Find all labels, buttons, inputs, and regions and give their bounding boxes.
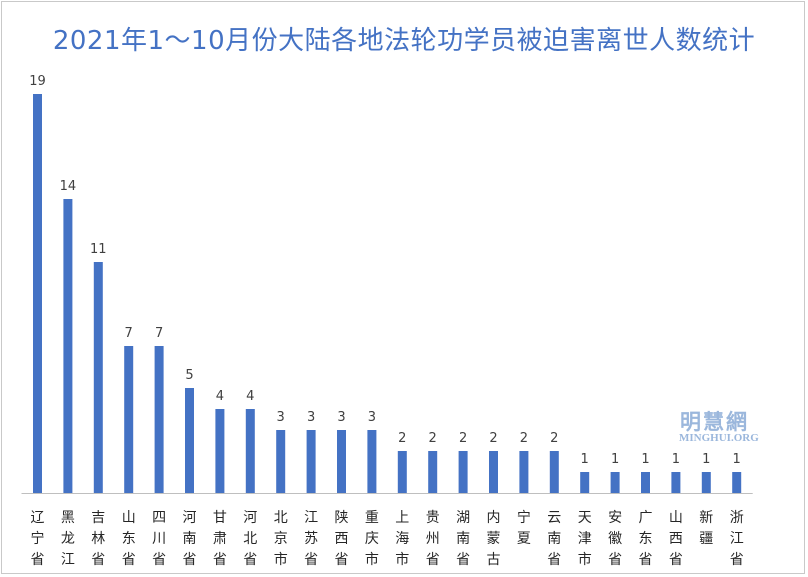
bar-16 [519, 451, 529, 493]
value-label-13: 2 [429, 431, 437, 446]
bar-23 [732, 472, 742, 493]
category-label-13: 贵州省 [426, 510, 440, 568]
value-label-1: 14 [60, 179, 77, 194]
value-label-11: 3 [368, 410, 376, 425]
bar-5 [185, 388, 194, 493]
value-label-10: 3 [337, 410, 345, 425]
value-label-16: 2 [520, 431, 528, 446]
bars-group [33, 94, 742, 493]
category-label-15: 内蒙古 [487, 510, 501, 568]
value-label-21: 1 [672, 452, 680, 467]
bar-6 [215, 409, 225, 493]
category-label-10: 陕西省 [335, 510, 349, 568]
bar-14 [458, 451, 468, 493]
value-label-23: 1 [733, 452, 741, 467]
bar-18 [580, 472, 590, 493]
category-label-2: 吉林省 [91, 510, 105, 568]
category-label-14: 湖南省 [456, 510, 470, 568]
value-label-7: 4 [246, 389, 254, 404]
category-label-19: 安徽省 [608, 510, 622, 568]
category-label-8: 北京市 [274, 510, 288, 568]
category-label-18: 天津市 [578, 510, 592, 568]
value-label-18: 1 [581, 452, 589, 467]
minghui-logo-text: 明慧網 [680, 409, 749, 434]
category-label-1: 黑龙江 [61, 510, 75, 568]
bar-12 [397, 451, 407, 493]
bar-21 [671, 472, 681, 493]
category-label-22: 新疆 [699, 510, 713, 547]
bar-22 [701, 472, 711, 493]
minghui-logo-url: MINGHUI.ORG [679, 432, 759, 444]
category-label-11: 重庆市 [365, 510, 379, 568]
bar-8 [276, 430, 286, 493]
value-label-3: 7 [125, 326, 133, 341]
bar-15 [489, 451, 498, 493]
category-label-16: 宁夏 [517, 509, 531, 547]
bar-9 [306, 430, 316, 493]
category-label-17: 云南省 [547, 510, 561, 568]
bar-3 [124, 346, 134, 493]
category-label-7: 河北省 [243, 510, 257, 568]
value-label-19: 1 [611, 452, 619, 467]
bar-0 [33, 94, 42, 493]
bar-13 [428, 451, 438, 493]
value-label-9: 3 [307, 410, 315, 425]
value-label-15: 2 [489, 431, 497, 446]
value-label-22: 1 [702, 452, 710, 467]
bar-20 [641, 472, 650, 493]
category-label-6: 甘肃省 [213, 510, 227, 568]
category-label-21: 山西省 [669, 510, 683, 568]
bar-11 [367, 430, 377, 493]
value-label-5: 5 [185, 368, 193, 383]
bar-1 [63, 199, 73, 493]
bar-10 [337, 430, 346, 493]
value-label-6: 4 [216, 389, 224, 404]
category-label-5: 河南省 [183, 510, 197, 568]
bar-7 [245, 409, 255, 493]
bar-4 [154, 346, 164, 493]
bar-19 [610, 472, 620, 493]
value-label-17: 2 [550, 431, 558, 446]
category-labels-group: 辽宁省 黑龙江 吉林省 山东省 四川省 河南省 甘肃省 河北省 北京市 江苏省 陕西省 重庆市 上海市 贵… [31, 509, 744, 568]
bar-2 [93, 262, 103, 493]
category-label-23: 浙江省 [730, 510, 744, 568]
value-label-12: 2 [398, 431, 406, 446]
value-label-4: 7 [155, 326, 163, 341]
category-label-20: 广东省 [639, 510, 653, 568]
category-label-12: 上海市 [395, 510, 409, 568]
category-label-0: 辽宁省 [31, 510, 45, 568]
value-label-8: 3 [277, 410, 285, 425]
bar-17 [549, 451, 559, 493]
category-label-3: 山东省 [122, 510, 136, 568]
value-label-0: 19 [29, 74, 46, 89]
category-label-9: 江苏省 [304, 510, 318, 568]
chart-title: 2021年1～10月份大陆各地法轮功学员被迫害离世人数统计 [52, 26, 756, 56]
value-label-2: 11 [90, 242, 107, 257]
category-label-4: 四川省 [152, 510, 166, 568]
value-label-14: 2 [459, 431, 467, 446]
value-label-20: 1 [641, 452, 649, 467]
